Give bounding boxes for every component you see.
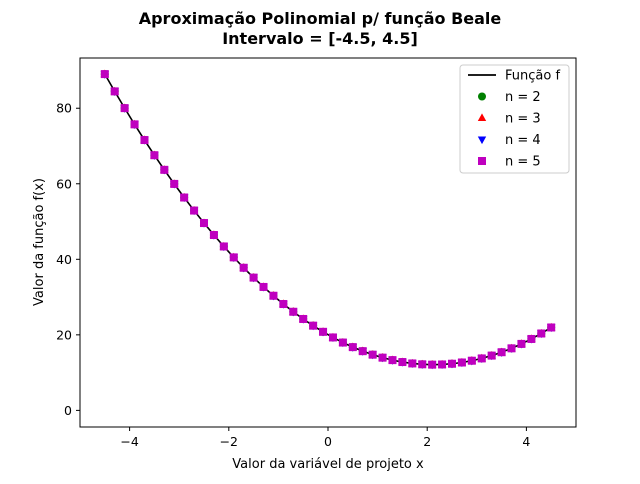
legend-label: n = 2: [505, 90, 541, 105]
data-point: [368, 350, 377, 359]
x-axis-ticks: −4 −2 0 2 4: [120, 427, 530, 449]
data-point: [537, 329, 546, 338]
data-point: [467, 356, 476, 365]
data-point: [338, 338, 347, 347]
x-tick-label: 4: [522, 434, 530, 449]
data-point: [457, 358, 466, 367]
legend-item: Função f: [468, 69, 560, 84]
data-point: [448, 359, 456, 368]
data-point: [418, 360, 427, 369]
data-point: [527, 334, 536, 343]
data-point: [358, 347, 367, 356]
legend-swatch: [478, 92, 486, 101]
data-point: [200, 219, 208, 228]
data-point: [100, 70, 109, 79]
data-point: [140, 136, 149, 145]
legend: Função f n = 2 n = 3 n = 4 n = 5: [459, 64, 570, 174]
data-point: [180, 193, 189, 202]
series-5: [100, 70, 556, 369]
y-axis-ticks: 0 20 40 60 80: [56, 101, 80, 418]
data-point: [229, 253, 238, 262]
data-point: [120, 104, 129, 113]
data-point: [130, 120, 139, 129]
data-point: [269, 291, 278, 300]
y-tick-label: 60: [56, 176, 72, 191]
series-1: [104, 73, 552, 366]
legend-box: [459, 64, 570, 174]
legend-swatch: [477, 136, 487, 145]
data-point: [547, 323, 556, 332]
data-point: [477, 354, 486, 363]
data-point: [428, 360, 437, 369]
legend-swatch: [477, 113, 487, 121]
legend-swatch: [478, 157, 486, 165]
legend-item: n = 4: [477, 133, 541, 148]
y-tick-label: 20: [56, 327, 72, 342]
data-point: [299, 314, 308, 323]
y-tick-label: 40: [56, 252, 72, 267]
data-point: [497, 348, 506, 357]
data-point: [507, 344, 516, 353]
data-point: [150, 151, 159, 160]
x-axis-label: Valor da variável de projeto x: [232, 457, 424, 472]
y-tick-label: 0: [64, 403, 72, 418]
y-tick-label: 80: [56, 101, 72, 116]
legend-item: n = 2: [478, 90, 541, 105]
data-point: [190, 206, 199, 215]
chart-title-line-1: Aproximação Polinomial p/ função Beale: [139, 9, 502, 28]
data-point: [328, 333, 337, 342]
data-point: [319, 327, 328, 336]
x-tick-label: −2: [220, 434, 238, 449]
legend-label: Função f: [505, 69, 560, 84]
legend-label: n = 4: [505, 133, 541, 148]
data-point: [378, 353, 387, 362]
data-point: [408, 359, 417, 368]
data-point: [160, 165, 169, 174]
data-point: [398, 358, 407, 367]
data-point: [279, 300, 288, 309]
data-point: [239, 263, 248, 272]
plot-area: [79, 57, 577, 428]
data-point: [219, 242, 228, 251]
data-point: [170, 179, 179, 188]
x-tick-label: 0: [324, 434, 332, 449]
data-point: [348, 343, 357, 352]
data-point: [309, 321, 318, 330]
series-line: [104, 73, 552, 366]
data-point: [259, 282, 268, 291]
series-layer: [100, 69, 556, 370]
data-point: [388, 356, 397, 365]
legend-label: n = 5: [505, 155, 541, 170]
data-point: [249, 273, 258, 282]
legend-label: n = 3: [505, 112, 541, 127]
data-point: [209, 231, 218, 240]
data-point: [517, 339, 526, 348]
data-point: [438, 360, 447, 369]
legend-item: n = 5: [478, 155, 541, 170]
y-axis-label: Valor da função f(x): [32, 178, 47, 306]
x-tick-label: 2: [423, 434, 431, 449]
data-point: [487, 351, 496, 360]
data-point: [110, 87, 119, 96]
chart-title-line-2: Intervalo = [-4.5, 4.5]: [222, 29, 418, 48]
legend-item: n = 3: [477, 112, 541, 127]
x-tick-label: −4: [120, 434, 138, 449]
data-point: [289, 307, 298, 316]
